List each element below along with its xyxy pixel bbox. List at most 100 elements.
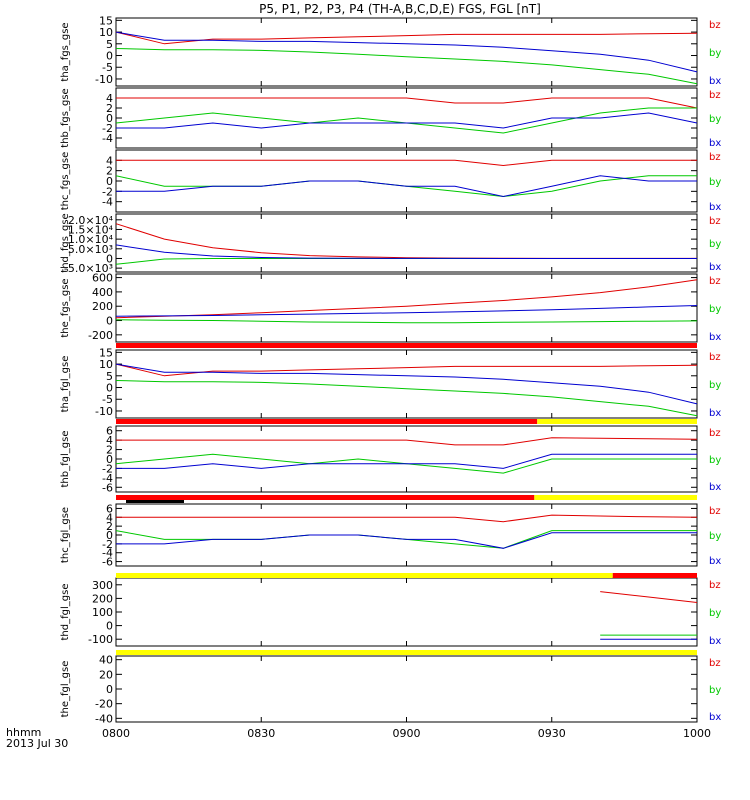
y-tick-label: -2 <box>102 462 113 475</box>
series-line-bx <box>115 363 698 405</box>
y-tick-label: 1.5×10⁴ <box>68 223 114 236</box>
status-bar-bar_yellow <box>116 650 697 655</box>
y-tick-label: -6 <box>102 556 113 569</box>
legend-by: by <box>709 531 721 542</box>
series-line-by <box>115 380 698 417</box>
panel-thb_fgs_gse: 420-2-4 thb_fgs_gse bz by bx <box>60 87 721 149</box>
series-line-bz <box>115 31 698 45</box>
legend-bz: bz <box>709 216 721 227</box>
y-tick-label: -10 <box>95 405 113 418</box>
legend-by: by <box>709 239 721 250</box>
y-tick-label: 4 <box>106 511 113 524</box>
series-line-by <box>115 258 697 265</box>
y-axis-label: the_fgl_gse <box>60 661 71 718</box>
time-axis-label: hhmm <box>6 726 42 739</box>
panel-frame <box>115 577 698 647</box>
legend-bx: bx <box>709 332 721 343</box>
panel-frame <box>115 17 698 87</box>
y-tick-label: 15 <box>99 346 113 359</box>
y-tick-label: 0 <box>106 175 113 188</box>
legend-bx: bx <box>709 202 721 213</box>
status-bar-bar_red <box>116 495 535 500</box>
legend-bx: bx <box>709 262 721 273</box>
y-tick-label: -5 <box>102 393 113 406</box>
y-tick-label: -4 <box>102 472 113 485</box>
status-bar-bar_yellow <box>534 495 697 500</box>
y-tick-label: -5.0×10³ <box>64 262 113 275</box>
x-tick-label: 1000 <box>683 727 711 740</box>
legend-bz: bz <box>709 90 721 101</box>
y-tick-label: 6 <box>106 502 113 515</box>
series-line-bz <box>115 363 698 377</box>
status-bar-bar_red <box>612 573 697 578</box>
y-tick-label: 5.0×10³ <box>68 243 113 256</box>
y-tick-label: 0 <box>106 683 113 696</box>
series-line-bx <box>115 305 698 317</box>
y-tick-label: -2 <box>102 185 113 198</box>
panel-frame <box>115 87 698 149</box>
legend-bz: bz <box>709 20 721 31</box>
series-line-bz <box>116 514 698 523</box>
y-axis-label: thc_fgl_gse <box>60 507 71 563</box>
y-tick-label: 2 <box>106 520 113 533</box>
legend-by: by <box>709 455 721 466</box>
status-bar-bar_yellow <box>116 573 613 578</box>
series-line-by <box>115 48 698 85</box>
y-tick-label: 4 <box>106 92 113 105</box>
y-tick-label: -200 <box>88 329 113 342</box>
y-tick-label: -2 <box>102 538 113 551</box>
legend-bz: bz <box>709 428 721 439</box>
y-tick-label: 40 <box>99 654 113 667</box>
legend-bx: bx <box>709 712 721 723</box>
y-tick-label: 1.0×10⁴ <box>68 233 114 246</box>
y-tick-label: 5 <box>106 370 113 383</box>
series-line-bx <box>116 112 698 129</box>
y-tick-label: 400 <box>92 286 113 299</box>
y-tick-label: -6 <box>102 481 113 494</box>
y-tick-label: -5 <box>102 61 113 74</box>
x-tick-label: 0930 <box>538 727 566 740</box>
y-tick-label: -4 <box>102 547 113 560</box>
y-tick-label: 0 <box>106 50 113 63</box>
y-tick-label: 600 <box>92 272 113 285</box>
y-tick-label: -20 <box>95 698 113 711</box>
series-line-bx <box>116 453 697 469</box>
legend-bz: bz <box>709 352 721 363</box>
status-bar-bar_red <box>116 343 697 348</box>
y-axis-label: tha_fgs_gse <box>60 22 71 81</box>
legend-by: by <box>709 685 721 696</box>
legend-by: by <box>709 114 721 125</box>
y-tick-label: 0 <box>106 620 113 633</box>
series-line-bz <box>116 97 698 109</box>
series-line-bz <box>116 159 697 167</box>
y-axis-label: thb_fgs_gse <box>60 88 71 147</box>
status-bar-bar_red <box>116 419 538 424</box>
y-tick-label: 0 <box>106 252 113 265</box>
legend-bz: bz <box>709 580 721 591</box>
series-line-by <box>115 107 697 134</box>
panel-frame <box>115 149 698 213</box>
y-tick-label: 10 <box>99 358 113 371</box>
legend-by: by <box>709 380 721 391</box>
series-line-by <box>115 319 698 324</box>
legend-bx: bx <box>709 556 721 567</box>
y-tick-label: -4 <box>102 196 113 209</box>
legend-bz: bz <box>709 152 721 163</box>
legend-bx: bx <box>709 408 721 419</box>
y-tick-label: 0 <box>106 112 113 125</box>
legend-bx: bx <box>709 482 721 493</box>
panel-frame <box>115 655 698 723</box>
series-line-bx <box>116 175 697 198</box>
y-tick-label: 4 <box>106 434 113 447</box>
panel-thd_fgs_gse: 2.0×10⁴1.5×10⁴1.0×10⁴5.0×10³0-5.0×10³thd… <box>60 213 721 275</box>
series-line-bx <box>115 31 698 73</box>
y-tick-label: 2.0×10⁴ <box>68 214 114 227</box>
y-tick-label: -10 <box>95 73 113 86</box>
legend-bx: bx <box>709 76 721 87</box>
